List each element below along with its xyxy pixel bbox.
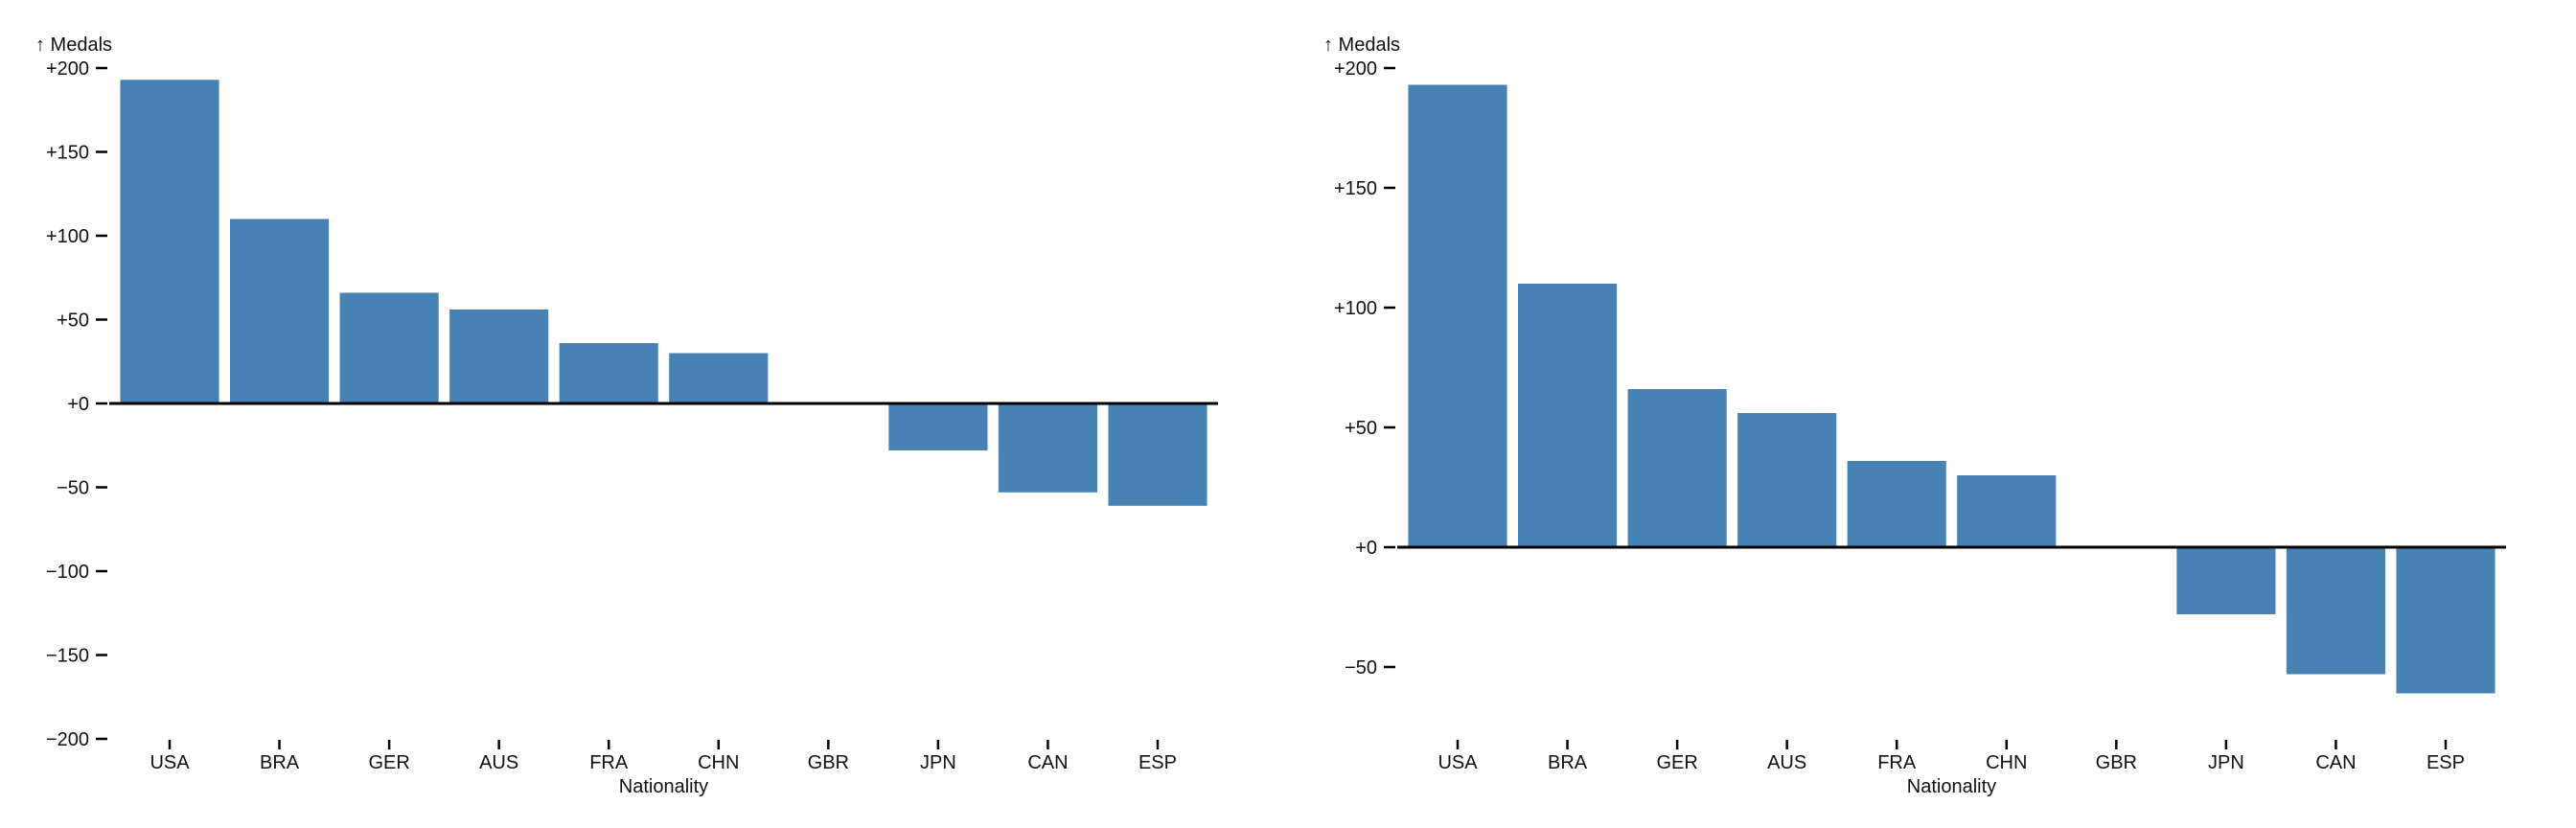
- bar-JPN: [2176, 547, 2276, 614]
- bar-CAN: [2286, 547, 2385, 675]
- bar-CAN: [998, 403, 1097, 493]
- bar-BRA: [230, 218, 330, 403]
- x-tick-label: CHN: [698, 752, 739, 773]
- x-tick-label: AUS: [1767, 752, 1806, 773]
- x-tick-label: GBR: [2096, 752, 2137, 773]
- y-tick-label: −50: [57, 478, 89, 499]
- x-tick-label: CHN: [1986, 752, 2027, 773]
- bar-ESP: [2396, 547, 2496, 694]
- x-tick-label: GER: [1656, 752, 1697, 773]
- y-tick-label: +0: [67, 394, 89, 415]
- y-tick-label: +150: [1334, 178, 1377, 199]
- x-tick-label: ESP: [1138, 752, 1177, 773]
- bar-ESP: [1108, 403, 1208, 506]
- bar-GER: [1627, 389, 1727, 547]
- x-axis-label: Nationality: [619, 776, 708, 797]
- x-tick-label: FRA: [589, 752, 629, 773]
- x-tick-label: CAN: [2315, 752, 2356, 773]
- x-tick-label: CAN: [1027, 752, 1068, 773]
- bar-JPN: [888, 403, 988, 450]
- x-tick-label: JPN: [920, 752, 956, 773]
- y-tick-label: −100: [46, 562, 89, 583]
- bar-USA: [1408, 84, 1507, 547]
- bar-FRA: [559, 343, 658, 403]
- y-tick-label: +50: [57, 310, 89, 332]
- y-axis-label: ↑ Medals: [1323, 34, 1400, 56]
- y-tick-label: +200: [1334, 58, 1377, 80]
- x-tick-label: GER: [368, 752, 409, 773]
- y-tick-label: +100: [1334, 298, 1377, 319]
- y-tick-label: −200: [46, 729, 89, 750]
- y-tick-label: +50: [1345, 418, 1377, 439]
- y-tick-label: +150: [46, 143, 89, 164]
- medals-chart-fitted-domain: ↑ Medals +200 +150 +100 +50 +0 −50 USA BRA GER AUS…: [1288, 0, 2576, 828]
- y-tick-label: +100: [46, 226, 89, 247]
- y-tick-label: +0: [1355, 538, 1377, 559]
- x-tick-label: JPN: [2208, 752, 2244, 773]
- medals-chart-symmetric-domain: ↑ Medals +200 +150 +100 +50 +0 −50 −100 −150 −200…: [35, 34, 1218, 797]
- bar-CHN: [669, 353, 769, 403]
- bar-GER: [339, 292, 439, 403]
- y-tick-label: −50: [1345, 657, 1377, 678]
- y-tick-label: +200: [46, 58, 89, 80]
- bar-AUS: [1737, 413, 1837, 547]
- x-tick-label: USA: [150, 752, 190, 773]
- x-tick-label: FRA: [1877, 752, 1917, 773]
- x-axis-label: Nationality: [1907, 776, 1996, 797]
- x-tick-label: BRA: [1548, 752, 1588, 773]
- bar-CHN: [1957, 475, 2057, 547]
- x-tick-label: AUS: [479, 752, 518, 773]
- x-tick-label: GBR: [808, 752, 849, 773]
- bar-FRA: [1847, 461, 1946, 547]
- bar-USA: [120, 80, 219, 403]
- x-tick-label: ESP: [2426, 752, 2465, 773]
- y-axis-label: ↑ Medals: [35, 34, 112, 56]
- bar-chart-svg: ↑ Medals+200 +150 +100 +50 +0 −50 USA BRA GER AUS…: [1323, 34, 2506, 797]
- y-tick-label: −150: [46, 646, 89, 667]
- bar-AUS: [449, 310, 549, 403]
- bar-chart-svg: ↑ Medals+200 +150 +100 +50 +0 −50 −100 −150 −200…: [35, 34, 1218, 797]
- x-tick-label: USA: [1438, 752, 1478, 773]
- bar-BRA: [1518, 284, 1618, 547]
- x-tick-label: BRA: [260, 752, 300, 773]
